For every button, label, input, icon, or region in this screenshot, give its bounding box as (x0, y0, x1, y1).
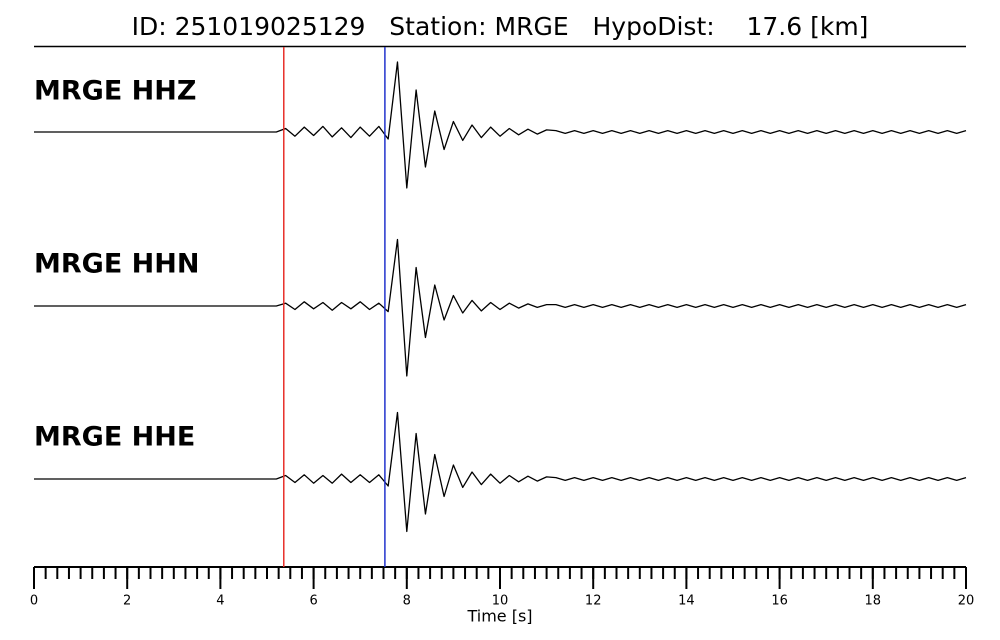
chart-title: ID: 251019025129 Station: MRGE HypoDist:… (132, 12, 869, 41)
x-axis-label: Time [s] (466, 607, 532, 626)
x-tick-label: 20 (958, 594, 975, 609)
x-tick-label: 2 (123, 594, 131, 609)
waveform (34, 238, 967, 377)
x-tick-label: 18 (865, 594, 882, 609)
x-tick-label: 12 (585, 594, 602, 609)
trace-label: MRGE HHN (34, 249, 199, 280)
waveform (34, 61, 967, 189)
x-tick-label: 14 (678, 594, 695, 609)
x-tick-label: 8 (403, 594, 411, 609)
x-tick-label: 0 (30, 594, 38, 609)
trace-label: MRGE HHE (34, 422, 195, 453)
x-tick-label: 10 (492, 594, 509, 609)
x-tick-label: 4 (216, 594, 224, 609)
x-tick-label: 6 (309, 594, 317, 609)
waveform (34, 411, 967, 533)
trace-label: MRGE HHZ (34, 76, 196, 107)
x-tick-label: 16 (771, 594, 788, 609)
